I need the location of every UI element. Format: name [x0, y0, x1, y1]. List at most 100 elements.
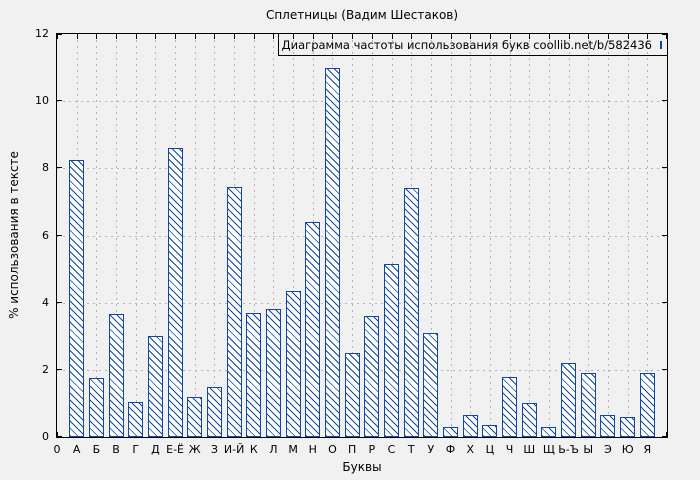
x-tick-label: Ч	[505, 443, 514, 456]
x-tick-mark-top	[195, 34, 196, 39]
x-tick-mark-top	[175, 34, 176, 39]
legend-box: Диаграмма частоты использования букв coo…	[278, 33, 668, 56]
bar	[69, 160, 84, 437]
x-tick-label: К	[249, 443, 258, 456]
bar	[148, 336, 163, 437]
x-tick-label: Ы	[583, 443, 594, 456]
gridline-horizontal	[57, 303, 667, 304]
y-tick-mark-right	[662, 302, 667, 303]
gridline-vertical	[608, 34, 609, 437]
y-tick-label: 0	[42, 430, 49, 443]
x-tick-mark-top	[431, 34, 432, 39]
bar	[443, 427, 458, 437]
gridline-vertical	[116, 34, 117, 437]
x-tick-label: З	[210, 443, 218, 456]
x-tick-mark-top	[57, 34, 58, 39]
x-tick-label: Щ	[542, 443, 555, 456]
y-tick-mark-right	[662, 436, 667, 437]
x-tick-mark-top	[510, 34, 511, 39]
y-tick-label: 4	[42, 296, 49, 309]
x-tick-mark-top	[352, 34, 353, 39]
x-tick-mark-top	[293, 34, 294, 39]
gridline-vertical	[451, 34, 452, 437]
bar	[561, 363, 576, 437]
x-axis-label: Буквы	[342, 460, 382, 474]
x-tick-label: У	[427, 443, 435, 456]
y-tick-mark-right	[662, 167, 667, 168]
y-tick-mark	[57, 235, 62, 236]
x-tick-label: Ю	[621, 443, 634, 456]
x-tick-label: Х	[466, 443, 474, 456]
x-tick-mark-top	[136, 34, 137, 39]
bar	[502, 377, 517, 437]
bar	[128, 402, 143, 437]
bar	[187, 397, 202, 437]
bar	[364, 316, 379, 437]
bar	[600, 415, 615, 437]
gridline-horizontal	[57, 168, 667, 169]
bar	[286, 291, 301, 437]
y-tick-mark-right	[662, 34, 667, 35]
y-tick-mark	[57, 167, 62, 168]
bar	[482, 425, 497, 437]
gridline-vertical	[96, 34, 97, 437]
bar	[266, 309, 281, 437]
x-tick-label: Ф	[445, 443, 456, 456]
x-tick-label: Г	[132, 443, 140, 456]
bar	[423, 333, 438, 437]
gridline-horizontal	[57, 236, 667, 237]
x-tick-label: О	[328, 443, 337, 456]
gridline-horizontal	[57, 370, 667, 371]
x-tick-mark-top	[372, 34, 373, 39]
plot-area	[56, 33, 668, 438]
gridline-vertical	[569, 34, 570, 437]
gridline-vertical	[529, 34, 530, 437]
bar	[227, 187, 242, 437]
x-tick-label: Л	[269, 443, 278, 456]
gridline-vertical	[490, 34, 491, 437]
x-tick-mark	[666, 432, 667, 437]
x-tick-mark-top	[608, 34, 609, 39]
x-tick-label: Е-Ё	[166, 443, 184, 456]
gridline-vertical	[155, 34, 156, 437]
bar	[305, 222, 320, 437]
x-tick-mark-top	[254, 34, 255, 39]
gridline-vertical	[293, 34, 294, 437]
x-tick-mark-top	[77, 34, 78, 39]
x-tick-mark-top	[96, 34, 97, 39]
gridline-horizontal	[57, 101, 667, 102]
x-tick-mark-top	[155, 34, 156, 39]
x-tick-mark-top	[313, 34, 314, 39]
gridline-vertical	[195, 34, 196, 437]
gridline-vertical	[136, 34, 137, 437]
x-tick-mark-top	[666, 34, 667, 39]
x-tick-mark-top	[529, 34, 530, 39]
bar	[581, 373, 596, 437]
bar	[207, 387, 222, 437]
x-tick-mark-top	[451, 34, 452, 39]
gridline-vertical	[273, 34, 274, 437]
bar	[384, 264, 399, 437]
x-tick-mark-top	[273, 34, 274, 39]
gridline-vertical	[392, 34, 393, 437]
bar	[109, 314, 124, 437]
bar	[522, 403, 537, 437]
x-tick-label: М	[288, 443, 298, 456]
y-tick-mark-right	[662, 100, 667, 101]
y-tick-label: 6	[42, 229, 49, 242]
gridline-vertical	[510, 34, 511, 437]
bar	[541, 427, 556, 437]
y-tick-mark-right	[662, 369, 667, 370]
x-tick-label: Д	[151, 443, 160, 456]
x-tick-label: И-Й	[223, 443, 245, 456]
gridline-vertical	[214, 34, 215, 437]
x-tick-mark-top	[569, 34, 570, 39]
x-tick-label: Ц	[485, 443, 495, 456]
x-tick-mark-top	[234, 34, 235, 39]
x-tick-label: В	[112, 443, 120, 456]
bar	[463, 415, 478, 437]
gridline-vertical	[431, 34, 432, 437]
x-tick-label: Ш	[523, 443, 536, 456]
gridline-vertical	[352, 34, 353, 437]
